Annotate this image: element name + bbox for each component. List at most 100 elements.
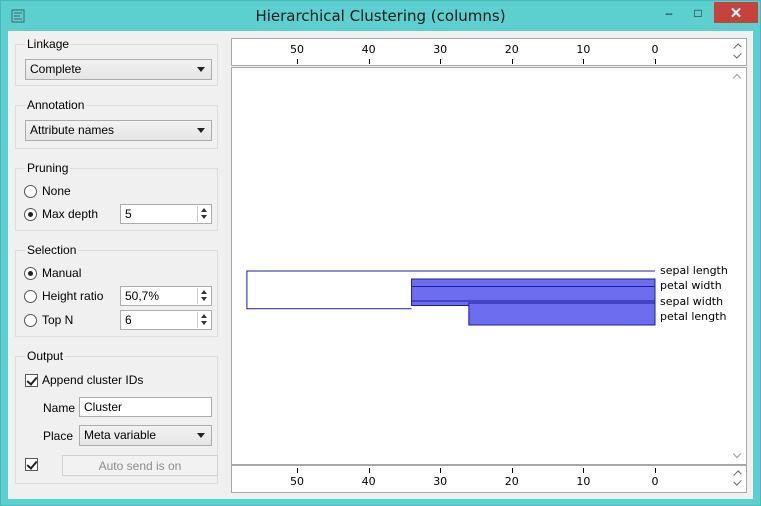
axis-tick-label: 50 [290,475,304,488]
chevron-down-icon[interactable] [732,449,742,459]
vertical-scrollbar[interactable] [730,68,746,464]
widget-icon [11,9,25,23]
window-title: Hierarchical Clustering (columns) [255,7,506,25]
max-depth-value: 5 [125,207,132,221]
axis-tick [368,59,370,64]
top-axis-scroll[interactable] [730,39,746,65]
axis-tick-label: 10 [576,43,591,56]
chevron-down-icon [197,67,205,72]
maximize-button[interactable]: □ [685,2,711,23]
selection-height-ratio-radio[interactable] [24,290,37,303]
axis-tick [655,468,656,473]
max-depth-spinbox[interactable]: 5 [120,204,212,224]
axis-tick-label: 30 [433,43,448,56]
chevron-down-icon[interactable] [733,477,742,486]
axis-tick [440,59,442,64]
axis-tick-label: 40 [361,475,376,488]
cluster-name-input[interactable]: Cluster [79,397,212,417]
axis-tick-label: 30 [433,475,448,488]
chevron-down-icon [197,128,205,133]
chevron-down-icon[interactable] [201,297,207,301]
append-cluster-ids-checkbox[interactable] [25,374,38,387]
annotation-value: Attribute names [30,123,115,137]
dendrogram-cluster-selected[interactable] [411,278,656,306]
axis-tick [511,59,513,64]
linkage-group: Linkage Complete [15,37,218,86]
axis-tick-label: 40 [361,43,376,56]
close-button[interactable]: ✕ [714,2,758,23]
pruning-none-radio[interactable] [24,185,37,198]
place-combo[interactable]: Meta variable [79,425,212,446]
top-n-spinbox[interactable]: 6 [120,310,212,330]
chevron-up-icon[interactable] [201,314,207,318]
axis-tick [583,59,585,64]
pruning-group: Pruning None Max depth 5 [15,161,218,231]
auto-send-button[interactable]: Auto send is on [62,455,218,476]
bottom-axis-scroll[interactable] [730,466,746,492]
leaf-label: sepal width [660,295,724,308]
chevron-down-icon [197,433,205,438]
selection-manual-radio[interactable] [24,267,37,280]
leaf-label: petal length [660,310,727,323]
bottom-axis: 50 40 30 20 10 0 [231,465,747,493]
append-cluster-ids-label: Append cluster IDs [42,373,144,387]
linkage-combo[interactable]: Complete [25,59,212,80]
axis-tick [583,468,585,473]
axis-tick-label: 10 [576,475,591,488]
dendrogram-branch-root[interactable] [246,270,655,310]
pruning-title: Pruning [25,161,71,175]
chevron-up-icon[interactable] [201,208,207,212]
axis-tick [440,468,442,473]
axis-tick [368,468,370,473]
axis-tick-label: 50 [290,43,304,56]
title-bar[interactable]: Hierarchical Clustering (columns) – □ ✕ [1,1,760,31]
output-group: Output Append cluster IDs Name Cluster P… [15,349,218,484]
height-ratio-spinbox[interactable]: 50,7% [120,286,212,306]
chevron-down-icon[interactable] [201,215,207,219]
place-value: Meta variable [84,428,157,442]
dendrogram-subcluster-selected[interactable] [468,302,656,326]
leaf-label: petal width [660,279,722,292]
linkage-value: Complete [30,62,82,76]
chevron-up-icon[interactable] [201,290,207,294]
pruning-none-label: None [42,184,71,198]
minimize-button[interactable]: – [656,2,682,23]
annotation-title: Annotation [25,98,87,112]
selection-top-n-label: Top N [42,313,74,327]
selection-top-n-radio[interactable] [24,314,37,327]
dendrogram-svg[interactable] [232,68,730,464]
close-icon: ✕ [729,4,743,22]
auto-send-checkbox[interactable] [25,458,38,471]
axis-tick [511,468,513,473]
chevron-up-icon[interactable] [732,73,742,83]
leaf-label: sepal length [660,264,728,277]
top-axis: 50 40 30 20 10 0 [231,38,747,66]
axis-tick-label: 20 [504,43,519,56]
selection-group: Selection Manual Height ratio 50,7% Top … [15,243,218,337]
minimize-icon: – [665,5,673,20]
dendrogram-view[interactable]: sepal length petal width sepal width petal … [231,67,747,465]
chevron-down-icon[interactable] [733,50,742,59]
pruning-max-depth-radio[interactable] [24,208,37,221]
spin-buttons[interactable] [197,312,210,328]
annotation-combo[interactable]: Attribute names [25,120,212,141]
axis-tick [297,468,298,473]
axis-tick [297,59,298,64]
axis-tick-label: 0 [651,475,659,488]
pruning-max-depth-label: Max depth [42,207,99,221]
axis-tick-label: 0 [651,43,659,56]
name-label: Name [43,401,76,415]
output-title: Output [25,349,66,363]
selection-title: Selection [25,243,79,257]
selection-height-ratio-label: Height ratio [42,289,104,303]
axis-tick [655,59,656,64]
spin-buttons[interactable] [197,288,210,304]
chevron-down-icon[interactable] [201,321,207,325]
top-n-value: 6 [125,313,132,327]
axis-tick-label: 20 [504,475,519,488]
annotation-group: Annotation Attribute names [15,98,218,149]
spin-buttons[interactable] [197,206,210,222]
maximize-icon: □ [694,5,702,20]
cluster-name-value: Cluster [84,400,123,414]
